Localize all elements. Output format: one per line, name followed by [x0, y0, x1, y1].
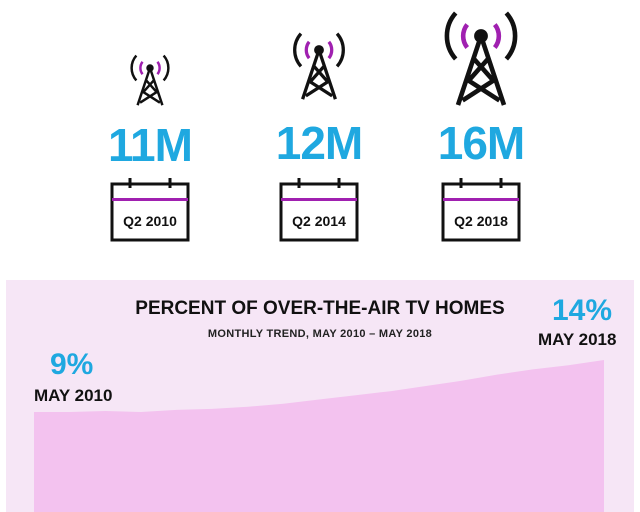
start-date-label: MAY 2010 [34, 386, 113, 405]
calendar-icon [279, 178, 359, 242]
end-value-label: 14% [552, 294, 613, 327]
household-count: 11M [108, 119, 193, 171]
period-label: Q2 2014 [292, 213, 346, 229]
household-count: 16M [437, 117, 525, 169]
stat-2010: 11M Q2 2010 [90, 0, 210, 270]
ota-trend-chart: PERCENT OF OVER-THE-AIR TV HOMES MONTHLY… [6, 280, 634, 512]
period-label: Q2 2010 [123, 213, 177, 229]
area-chart [34, 360, 604, 512]
antenna-tower-icon [130, 54, 170, 106]
ota-share-area [34, 360, 604, 512]
household-count: 12M [275, 117, 363, 169]
stat-2014: 12M Q2 2014 [259, 0, 379, 270]
end-date-label: MAY 2018 [538, 330, 617, 349]
antenna-tower-icon [444, 11, 518, 106]
household-counts: 11M Q2 2010 12M Q2 2014 [90, 0, 541, 270]
calendar-icon [110, 178, 190, 242]
antenna-tower-icon [293, 32, 345, 100]
stat-2018: 16M Q2 2018 [421, 0, 541, 270]
start-value-label: 9% [50, 348, 94, 381]
chart-title: PERCENT OF OVER-THE-AIR TV HOMES [135, 298, 505, 319]
chart-subtitle: MONTHLY TREND, MAY 2010 – MAY 2018 [207, 328, 433, 340]
period-label: Q2 2018 [454, 213, 508, 229]
calendar-icon [441, 178, 521, 242]
